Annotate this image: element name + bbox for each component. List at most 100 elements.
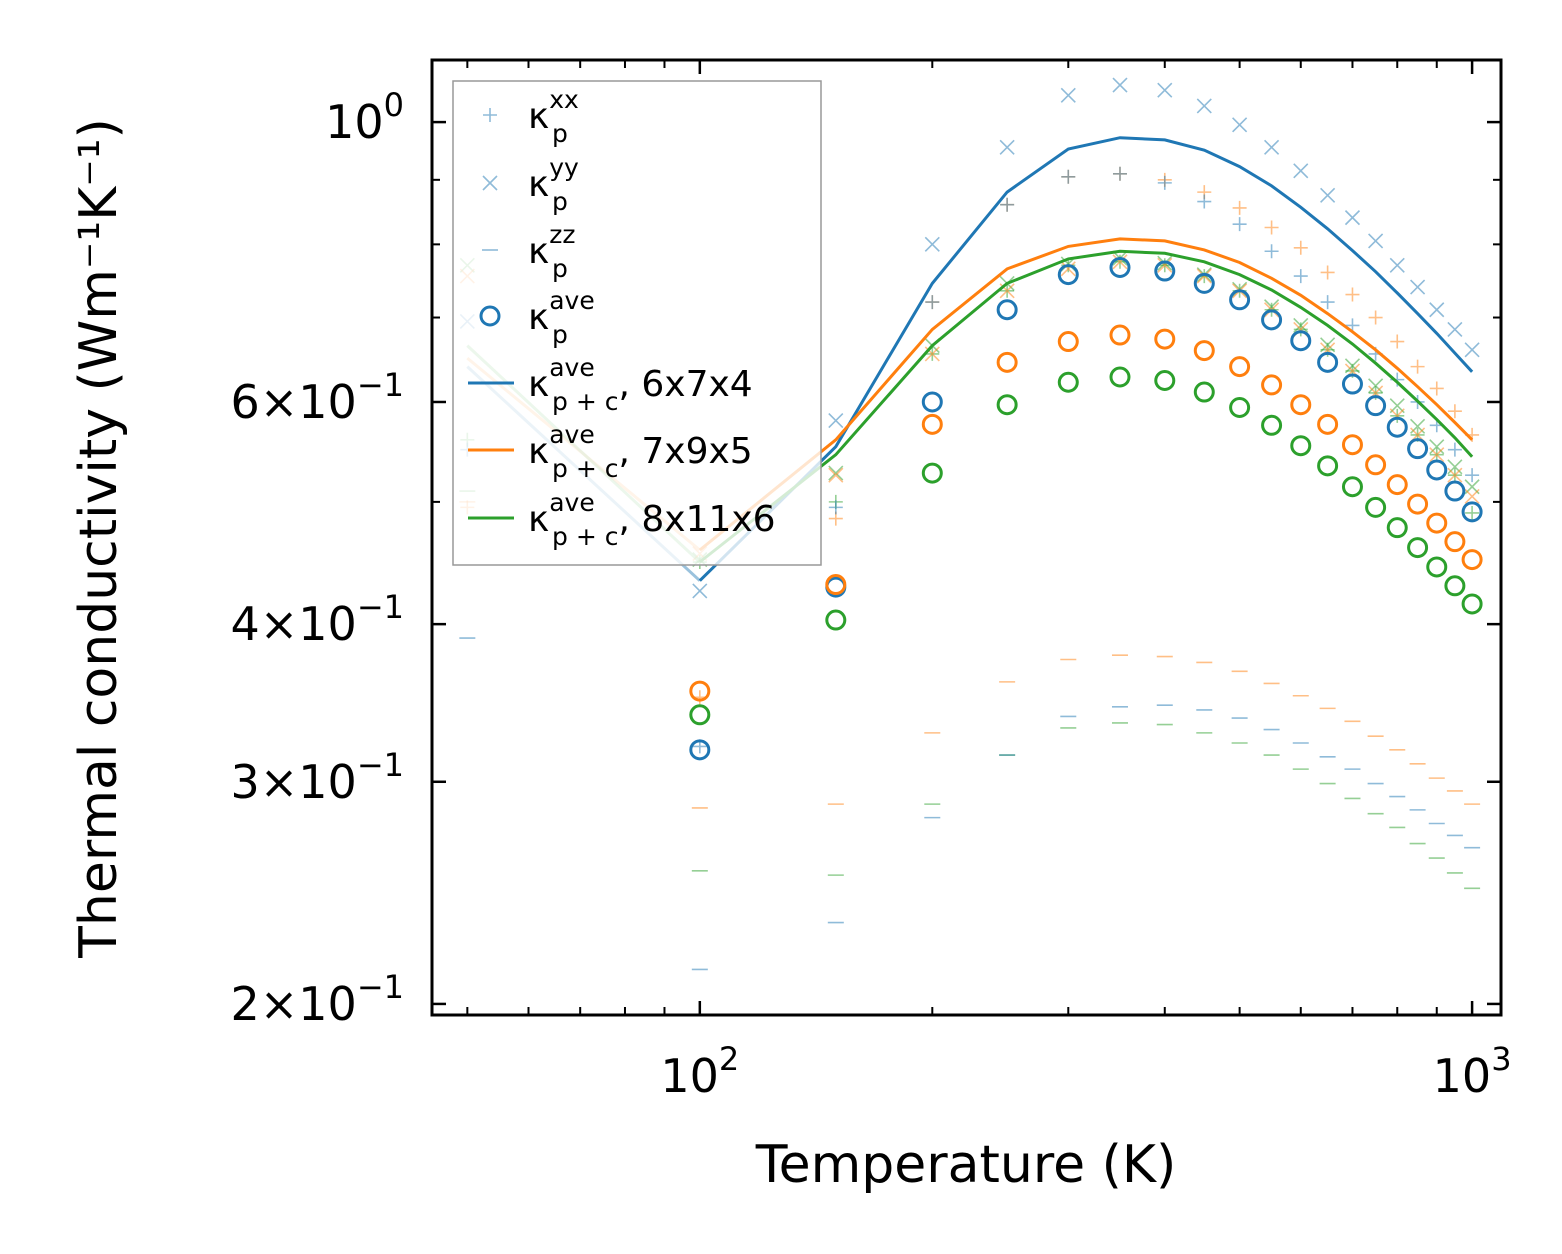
- x-axis-label: Temperature (K): [755, 1135, 1177, 1195]
- legend-suffix-6: , 8x11x6: [618, 499, 775, 540]
- marker-kyy-7x9x5-350K: [1112, 254, 1128, 270]
- marker-kxx-7x9x5-700K: [1345, 287, 1360, 302]
- y-tick-label-exp-0.2: −1: [357, 968, 404, 1006]
- marker-kave-p-6x7x4-1000K: [1461, 501, 1483, 523]
- marker-kyy-7x9x5-900K: [1429, 447, 1445, 463]
- marker-kave-p-8x11x6-900K: [1426, 556, 1448, 578]
- legend-label-6: κave p + c, 8x11x6: [528, 488, 776, 551]
- x-tick-label-exp-1000: 3: [1491, 1040, 1511, 1078]
- y-tick-label-mant-0.2: 2: [230, 977, 259, 1031]
- legend-sub-5: p + c: [552, 454, 618, 483]
- marker-kave-p-8x11x6-250K: [996, 394, 1018, 416]
- legend-suffix-4: , 6x7x4: [618, 364, 752, 405]
- marker-kxx-7x9x5-900K: [1429, 381, 1444, 396]
- marker-kyy-6x7x4-550K: [1264, 139, 1280, 155]
- marker-kyy-8x11x6-900K: [1429, 439, 1445, 455]
- marker-kave-p-7x9x5-650K: [1317, 413, 1339, 435]
- legend-sup-1: yy: [549, 153, 579, 182]
- marker-kave-p-7x9x5-550K: [1261, 374, 1283, 396]
- marker-kave-p-7x9x5-950K: [1444, 531, 1466, 553]
- legend-label-2: κzz p: [528, 220, 575, 283]
- y-tick-label-1: 100: [325, 86, 404, 149]
- marker-kave-p-6x7x4-900K: [1426, 459, 1448, 481]
- legend-label-3: κave p: [528, 286, 595, 349]
- marker-kave-p-6x7x4-600K: [1290, 330, 1312, 352]
- marker-kave-p-7x9x5-850K: [1407, 493, 1429, 515]
- legend-symbol-4: κ: [528, 364, 549, 405]
- marker-kxx-6x7x4-600K: [1293, 269, 1308, 284]
- marker-kxx-6x7x4-1000K: [1465, 468, 1480, 483]
- marker-kxx-7x9x5-600K: [1293, 240, 1308, 255]
- marker-kave-p-8x11x6-350K: [1109, 366, 1131, 388]
- marker-kxx-7x9x5-950K: [1447, 404, 1462, 419]
- marker-kxx-6x7x4-550K: [1264, 244, 1279, 259]
- marker-kxx-7x9x5-850K: [1410, 359, 1425, 374]
- y-tick-label-times-0.6: ×: [260, 375, 299, 429]
- marker-kyy-6x7x4-450K: [1196, 98, 1212, 114]
- marker-kyy-6x7x4-250K: [999, 139, 1015, 155]
- marker-kyy-6x7x4-1000K: [1464, 342, 1480, 358]
- marker-kave-p-8x11x6-500K: [1229, 396, 1251, 418]
- marker-kave-p-8x11x6-200K: [921, 462, 943, 484]
- marker-kave-p-7x9x5-1000K: [1461, 549, 1483, 571]
- marker-kave-p-7x9x5-150K: [825, 574, 847, 596]
- marker-kave-p-8x11x6-100K: [689, 704, 711, 726]
- legend-symbol-3: κ: [528, 297, 549, 338]
- marker-kave-p-6x7x4-450K: [1193, 272, 1215, 294]
- legend-label-0: κxx p: [528, 85, 579, 148]
- y-axis-label: Thermal conductivity (Wm⁻¹K⁻¹): [69, 118, 129, 959]
- legend-sup-3: ave: [549, 286, 595, 315]
- x-tick-label-base-1000: 10: [1433, 1049, 1492, 1103]
- marker-kyy-8x11x6-600K: [1293, 317, 1309, 333]
- legend-sup-2: zz: [549, 220, 575, 249]
- marker-kave-p-7x9x5-250K: [996, 351, 1018, 373]
- plot-data-layer: [459, 77, 1483, 971]
- marker-kave-p-6x7x4-750K: [1365, 395, 1387, 417]
- x-tick-label-100: 102: [660, 1040, 739, 1103]
- marker-kxx-6x7x4-250K: [1000, 197, 1015, 212]
- marker-kyy-7x9x5-1000K: [1464, 488, 1480, 504]
- marker-kyy-7x9x5-950K: [1447, 467, 1463, 483]
- marker-kyy-6x7x4-200K: [924, 236, 940, 252]
- marker-kave-p-6x7x4-700K: [1341, 373, 1363, 395]
- marker-kyy-7x9x5-450K: [1196, 268, 1212, 284]
- marker-kyy-8x11x6-750K: [1368, 378, 1384, 394]
- x-tick-label-exp-100: 2: [719, 1040, 739, 1078]
- y-tick-label-base-0.2: 10: [298, 977, 357, 1031]
- marker-kave-p-7x9x5-100K: [689, 680, 711, 702]
- marker-kave-p-8x11x6-550K: [1261, 414, 1283, 436]
- marker-kave-p-6x7x4-650K: [1317, 351, 1339, 373]
- marker-kave-p-6x7x4-100K: [689, 739, 711, 761]
- marker-kyy-8x11x6-150K: [828, 465, 844, 481]
- y-tick-label-mant-0.6: 6: [230, 375, 259, 429]
- marker-kxx-6x7x4-450K: [1197, 194, 1212, 209]
- marker-kyy-6x7x4-350K: [1112, 77, 1128, 93]
- marker-kave-p-6x7x4-800K: [1386, 416, 1408, 438]
- marker-kave-p-7x9x5-500K: [1229, 356, 1251, 378]
- y-tick-label-mant-0.4: 4: [230, 597, 259, 651]
- marker-kave-p-7x9x5-700K: [1341, 434, 1363, 456]
- legend-sub-1: p: [552, 187, 568, 216]
- y-tick-label-exp-0.4: −1: [357, 588, 404, 626]
- legend-sub-3: p: [552, 320, 568, 349]
- marker-kave-p-6x7x4-400K: [1154, 260, 1176, 282]
- marker-kyy-7x9x5-400K: [1157, 257, 1173, 273]
- legend-symbol-5: κ: [528, 431, 549, 472]
- marker-kyy-6x7x4-650K: [1320, 187, 1336, 203]
- legend-label-4: κave p + c, 6x7x4: [528, 353, 753, 416]
- legend-sub-2: p: [552, 254, 568, 283]
- y-tick-label-exp-0.3: −1: [357, 746, 404, 784]
- series-line-kave-pc-8x11x6: [698, 249, 1474, 564]
- legend-frame: [452, 80, 822, 566]
- marker-kave-p-7x9x5-900K: [1426, 512, 1448, 534]
- marker-kave-p-6x7x4-950K: [1444, 480, 1466, 502]
- y-tick-label-times-0.3: ×: [260, 755, 299, 809]
- marker-kxx-8x11x6-1000K: [1465, 505, 1480, 520]
- marker-kave-p-7x9x5-450K: [1193, 340, 1215, 362]
- y-tick-label-exp-1: 0: [384, 86, 404, 124]
- marker-kave-p-6x7x4-350K: [1109, 256, 1131, 278]
- legend-label-5: κave p + c, 7x9x5: [528, 420, 753, 483]
- marker-kyy-6x7x4-400K: [1157, 82, 1173, 98]
- legend-sup-4: ave: [549, 353, 595, 382]
